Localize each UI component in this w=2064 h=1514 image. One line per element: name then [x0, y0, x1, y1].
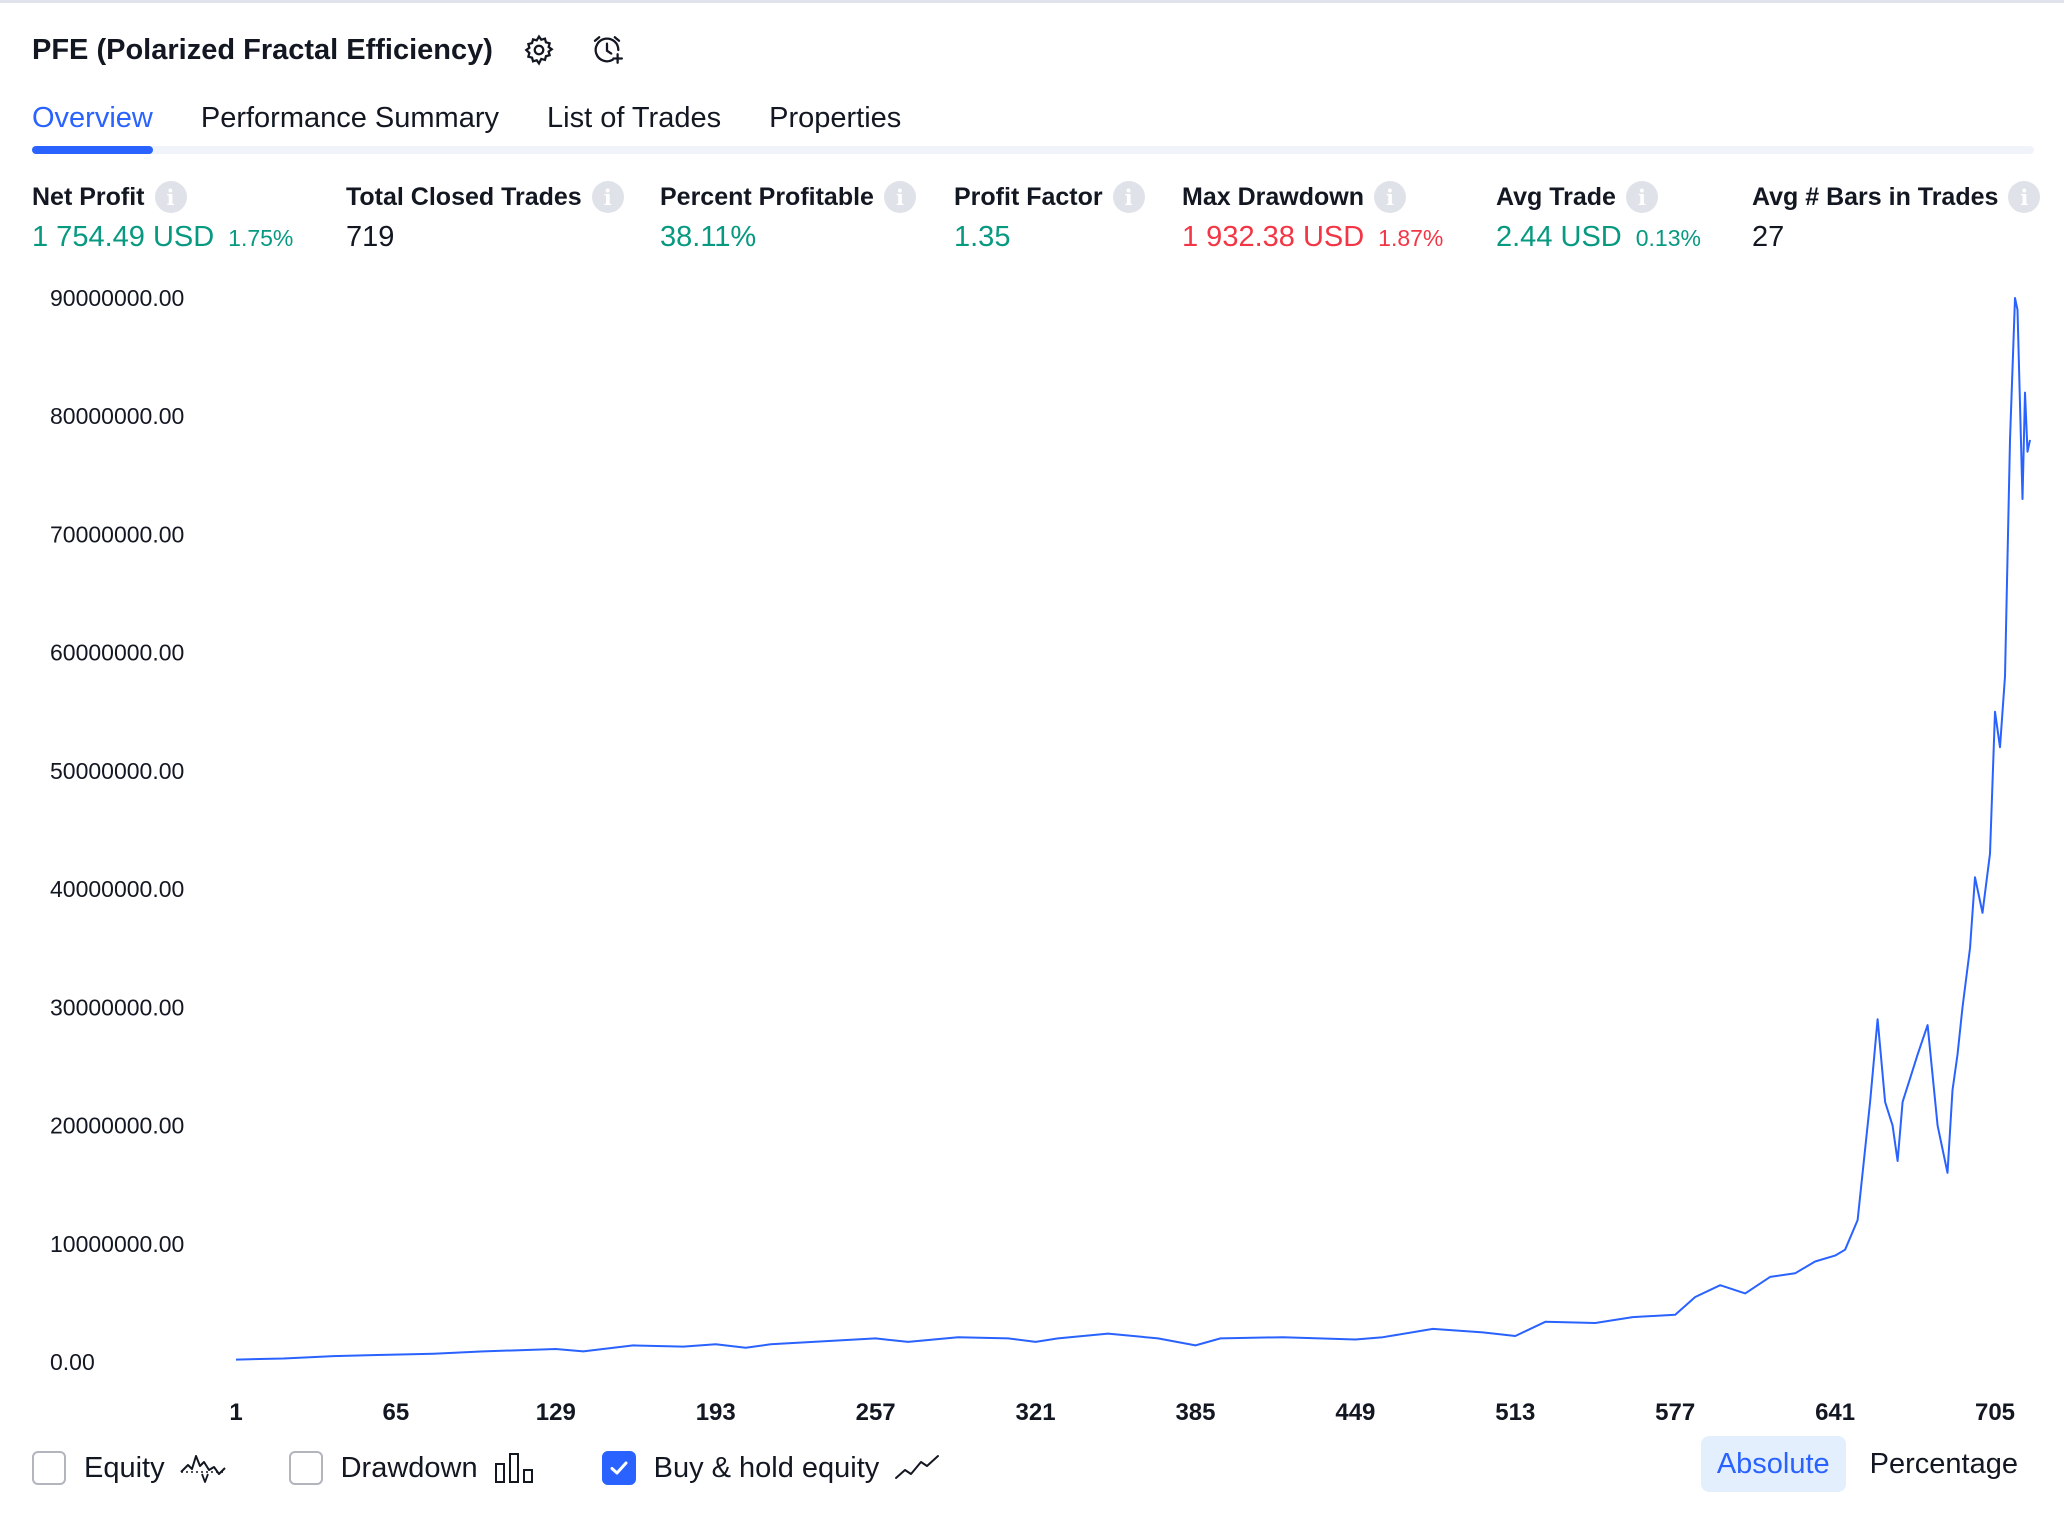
- plot-area: [235, 297, 2031, 1361]
- tab-list-of-trades[interactable]: List of Trades: [547, 102, 722, 134]
- y-tick-label: 20000000.00: [50, 1113, 184, 1139]
- y-tick-label: 50000000.00: [50, 758, 184, 784]
- metric-label: Total Closed Trades: [346, 182, 582, 211]
- x-tick-label: 65: [383, 1399, 410, 1426]
- info-icon[interactable]: i: [1373, 181, 1406, 213]
- info-icon[interactable]: i: [1625, 181, 1658, 213]
- y-tick-label: 90000000.00: [50, 285, 184, 311]
- x-tick-label: 193: [696, 1399, 736, 1426]
- metric-profit-factor: Profit Factor i 1.35: [954, 180, 1145, 256]
- y-tick-label: 60000000.00: [50, 640, 184, 666]
- metric-percent-profitable: Percent Profitable i 38.11%: [660, 180, 916, 256]
- add-alert-button[interactable]: [585, 28, 629, 72]
- info-icon[interactable]: i: [1112, 181, 1145, 213]
- y-axis: 0.00 10000000.00 20000000.00 30000000.00 400…: [50, 285, 184, 1375]
- metric-net-profit: Net Profit i 1 754.49 USD 1.75%: [32, 180, 293, 256]
- x-tick-label: 385: [1175, 1399, 1215, 1426]
- gear-icon: [524, 34, 554, 66]
- y-tick-label: 40000000.00: [50, 876, 184, 902]
- info-icon[interactable]: i: [883, 181, 916, 213]
- series-line-buy-hold-equity: [235, 297, 2031, 1361]
- info-icon[interactable]: i: [591, 181, 624, 213]
- checkmark-icon: [610, 1461, 628, 1475]
- scale-toggle: Absolute Percentage: [1693, 1436, 2034, 1492]
- drawdown-bars-icon: [494, 1453, 533, 1483]
- y-tick-label: 10000000.00: [50, 1231, 184, 1257]
- legend-buy-hold[interactable]: Buy & hold equity: [601, 1450, 942, 1486]
- tab-performance-summary[interactable]: Performance Summary: [200, 102, 500, 134]
- metric-label: Max Drawdown: [1182, 182, 1364, 211]
- percentage-button[interactable]: Percentage: [1869, 1448, 2018, 1480]
- x-tick-label: 705: [1975, 1399, 2015, 1426]
- metric-value: 38.11%: [660, 221, 757, 253]
- x-tick-label: 513: [1495, 1399, 1535, 1426]
- tab-rail: [32, 146, 2034, 154]
- metric-avg-trade: Avg Trade i 2.44 USD 0.13%: [1496, 180, 1701, 256]
- add-alert-icon: [593, 36, 623, 64]
- y-tick-label: 30000000.00: [50, 994, 184, 1020]
- info-icon[interactable]: i: [154, 181, 187, 213]
- metric-label: Net Profit: [32, 182, 145, 211]
- equity-chart[interactable]: 0.00 10000000.00 20000000.00 30000000.00 400…: [0, 0, 2064, 1440]
- x-tick-label: 321: [1016, 1399, 1056, 1426]
- strategy-title: PFE (Polarized Fractal Efficiency): [32, 33, 493, 66]
- metric-value: 1.35: [954, 221, 1011, 253]
- x-axis: 1 65 129 193 257 321 385 449 513 577 641 705: [229, 1399, 2015, 1426]
- tab-overview[interactable]: Overview: [32, 98, 153, 154]
- x-tick-label: 257: [856, 1399, 896, 1426]
- metric-value: 27: [1752, 221, 1785, 253]
- metric-max-drawdown: Max Drawdown i 1 932.38 USD 1.87%: [1182, 180, 1443, 256]
- strategy-header: PFE (Polarized Fractal Efficiency): [32, 28, 629, 72]
- x-tick-label: 577: [1655, 1399, 1695, 1426]
- x-tick-label: 641: [1815, 1399, 1855, 1426]
- x-tick-label: 1: [229, 1399, 242, 1426]
- y-tick-label: 70000000.00: [50, 521, 184, 547]
- y-tick-label: 80000000.00: [50, 403, 184, 429]
- settings-button[interactable]: [517, 28, 561, 72]
- tab-properties[interactable]: Properties: [769, 102, 902, 134]
- metric-label: Profit Factor: [954, 182, 1103, 211]
- tab-bar: Overview Performance Summary List of Tra…: [32, 98, 949, 154]
- top-divider: [0, 0, 2064, 3]
- legend-equity[interactable]: Equity: [32, 1450, 227, 1486]
- metric-avg-bars-in-trades: Avg # Bars in Trades i 27: [1752, 180, 2041, 256]
- equity-checkbox[interactable]: [32, 1451, 66, 1485]
- info-icon[interactable]: i: [2008, 181, 2041, 213]
- buy-hold-checkbox[interactable]: [601, 1451, 636, 1485]
- legend-label: Equity: [84, 1451, 165, 1484]
- metric-percent: 1.75%: [228, 225, 294, 251]
- metric-percent: 1.87%: [1378, 225, 1444, 251]
- metric-label: Percent Profitable: [660, 182, 874, 211]
- trend-line-icon: [895, 1455, 940, 1479]
- y-tick-label: 0.00: [50, 1349, 95, 1375]
- chart-legend: Equity Drawdown Buy & hold equity: [32, 1448, 1003, 1488]
- metric-value: 2.44 USD: [1496, 221, 1622, 253]
- drawdown-checkbox[interactable]: [288, 1451, 323, 1485]
- absolute-button[interactable]: Absolute: [1700, 1436, 1846, 1492]
- equity-chart-icon: [179, 1455, 226, 1483]
- x-tick-label: 449: [1335, 1399, 1375, 1426]
- legend-label: Drawdown: [340, 1451, 478, 1484]
- metric-label: Avg # Bars in Trades: [1752, 182, 1999, 211]
- metric-total-closed-trades: Total Closed Trades i 719: [346, 180, 624, 256]
- metric-label: Avg Trade: [1496, 182, 1616, 211]
- metric-percent: 0.13%: [1635, 225, 1701, 251]
- metric-value: 1 754.49 USD: [32, 221, 215, 253]
- legend-drawdown[interactable]: Drawdown: [288, 1450, 540, 1486]
- legend-label: Buy & hold equity: [653, 1451, 880, 1484]
- metric-value: 1 932.38 USD: [1182, 221, 1365, 253]
- metric-value: 719: [346, 221, 395, 253]
- x-tick-label: 129: [536, 1399, 576, 1426]
